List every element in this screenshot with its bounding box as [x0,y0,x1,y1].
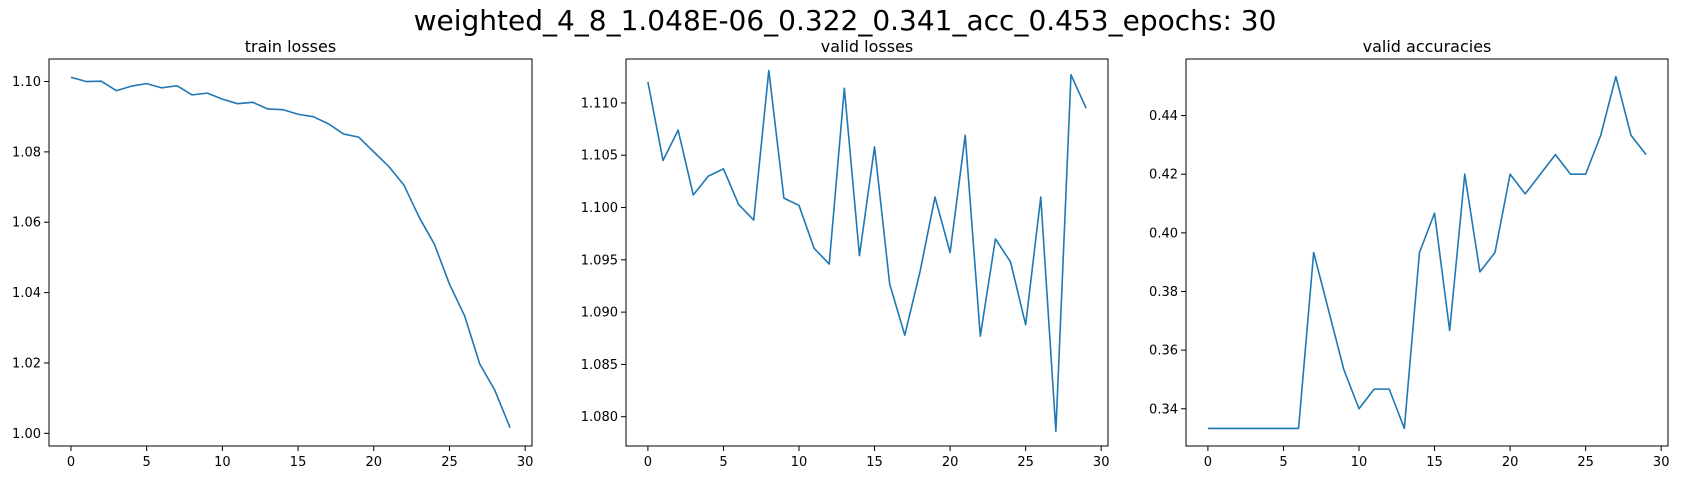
y-tick-label: 1.080 [581,410,618,425]
x-tick-label: 20 [366,455,383,470]
figure-suptitle: weighted_4_8_1.048E-06_0.322_0.341_acc_0… [413,4,1277,37]
y-tick-label: 1.06 [12,216,41,231]
x-tick-label: 15 [1426,455,1443,470]
axes-frame [1185,58,1669,447]
x-tick-label: 25 [441,455,458,470]
y-tick-label: 1.090 [581,306,618,321]
y-tick-label: 1.100 [581,201,618,216]
y-tick-label: 1.105 [581,149,618,164]
x-tick-label: 10 [1351,455,1368,470]
y-tick-label: 0.38 [1149,285,1178,300]
x-tick-label: 5 [1279,455,1287,470]
y-tick-label: 1.02 [12,356,41,371]
series-line [70,76,511,429]
x-tick-label: 5 [719,455,727,470]
subplot-2: valid losses 0 5 10 15 20 25 30 1.080 1.085 1.090 1… [581,37,1110,470]
subplot-title: valid losses [821,37,914,56]
subplot-3: valid accuracies 0 5 10 15 20 25 30 0.34 0.36 0.38… [1149,37,1669,470]
y-tick-label: 0.44 [1149,109,1178,124]
x-tick-label: 10 [791,455,808,470]
x-tick-label: 10 [214,455,231,470]
y-tick-label: 1.095 [581,253,618,268]
x-tick-label: 30 [517,455,534,470]
y-tick-label: 0.36 [1149,344,1178,359]
x-tick-label: 5 [143,455,151,470]
x-tick-label: 15 [290,455,307,470]
y-tick-label: 0.40 [1149,226,1178,241]
y-tick-label: 1.04 [12,286,41,301]
axes-frame [625,58,1109,447]
y-tick-label: 1.085 [581,358,618,373]
x-tick-label: 0 [1204,455,1212,470]
subplot-title: train losses [245,37,336,56]
x-tick-label: 25 [1017,455,1034,470]
subplot-1: train losses 0 5 10 15 20 25 30 1.00 1.02 1.04 1.06… [12,37,533,470]
y-tick-label: 0.42 [1149,168,1178,183]
y-tick-label: 1.08 [12,145,41,160]
series-line [1207,75,1647,430]
x-tick-label: 30 [1093,455,1110,470]
series-line [647,69,1087,433]
x-tick-label: 20 [1502,455,1519,470]
y-tick-label: 1.00 [12,427,41,442]
y-tick-label: 0.34 [1149,402,1178,417]
x-tick-label: 0 [67,455,75,470]
x-tick-label: 30 [1653,455,1670,470]
axes-frame [48,58,533,447]
y-tick-label: 1.10 [12,75,41,90]
subplot-title: valid accuracies [1363,37,1492,56]
x-tick-label: 25 [1577,455,1594,470]
x-tick-label: 20 [942,455,959,470]
x-tick-label: 0 [644,455,652,470]
y-tick-label: 1.110 [581,96,618,111]
x-tick-label: 15 [866,455,883,470]
